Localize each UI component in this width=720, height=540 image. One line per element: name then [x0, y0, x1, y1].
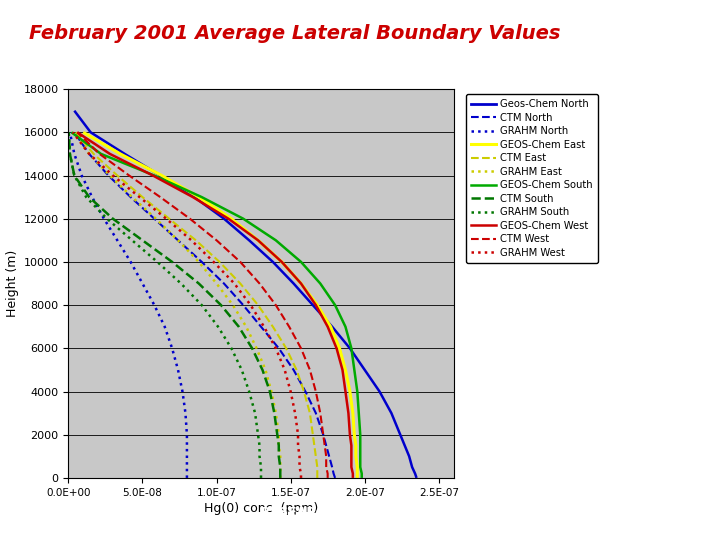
Text: RESEARCH & DEVELOPMENT: RESEARCH & DEVELOPMENT [261, 506, 459, 519]
Y-axis label: Height (m): Height (m) [6, 250, 19, 317]
X-axis label: Hg(0) conc. (ppm): Hg(0) conc. (ppm) [204, 502, 318, 515]
Legend: Geos-Chem North, CTM North, GRAHM North, GEOS-Chem East, CTM East, GRAHM East, G: Geos-Chem North, CTM North, GRAHM North,… [467, 94, 598, 262]
Text: February 2001 Average Lateral Boundary Values: February 2001 Average Lateral Boundary V… [29, 24, 560, 43]
Text: Building a scientific foundation for sound environmental decisions: Building a scientific foundation for sou… [188, 525, 532, 535]
